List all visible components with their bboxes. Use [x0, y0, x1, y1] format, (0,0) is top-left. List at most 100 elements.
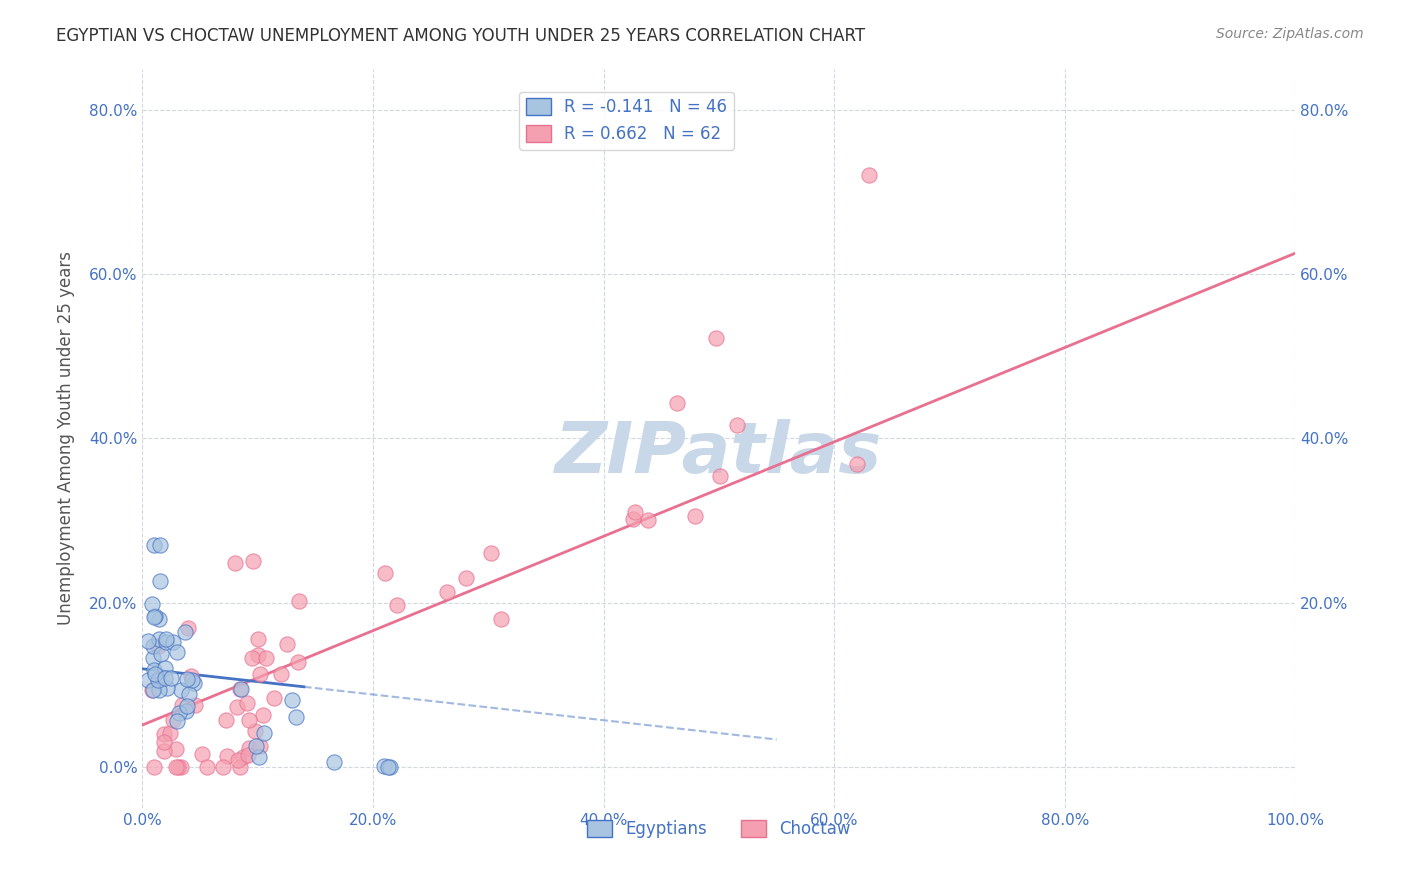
Point [170, 683, 193, 698]
Point [246, 648, 269, 663]
Point [155, 672, 177, 686]
Point [238, 713, 260, 727]
Point [169, 760, 191, 774]
Point [149, 647, 172, 661]
Point [195, 760, 218, 774]
Point [287, 594, 309, 608]
Point [176, 672, 198, 686]
Point [183, 675, 205, 690]
Point [160, 671, 183, 685]
Point [249, 667, 271, 681]
Text: ZIPatlas: ZIPatlas [555, 418, 883, 488]
Point [170, 698, 193, 713]
Point [190, 747, 212, 761]
Point [374, 566, 396, 581]
Point [323, 756, 346, 770]
Point [212, 760, 235, 774]
Point [380, 760, 402, 774]
Point [142, 682, 165, 697]
Point [149, 538, 172, 552]
Point [177, 687, 200, 701]
Point [226, 700, 249, 714]
Point [143, 609, 166, 624]
Text: Source: ZipAtlas.com: Source: ZipAtlas.com [1216, 27, 1364, 41]
Point [276, 637, 298, 651]
Point [162, 634, 184, 648]
Point [148, 612, 170, 626]
Point [253, 725, 276, 739]
Point [138, 673, 160, 688]
Point [228, 681, 250, 696]
Point [177, 621, 200, 635]
Point [165, 760, 187, 774]
Y-axis label: Unemployment Among Youth under 25 years: Unemployment Among Youth under 25 years [58, 252, 75, 625]
Point [270, 666, 292, 681]
Point [725, 417, 748, 432]
Point [489, 612, 512, 626]
Point [287, 655, 309, 669]
Point [709, 469, 731, 483]
Point [167, 706, 190, 720]
Point [706, 331, 728, 345]
Point [215, 748, 238, 763]
Point [136, 634, 159, 648]
Point [254, 651, 277, 665]
Point [232, 750, 254, 764]
Point [242, 554, 264, 568]
Point [142, 639, 165, 653]
Point [142, 650, 165, 665]
Point [683, 509, 706, 524]
Point [377, 760, 399, 774]
Point [152, 735, 174, 749]
Point [145, 609, 167, 624]
Point [621, 511, 644, 525]
Point [245, 739, 267, 753]
Point [215, 713, 238, 727]
Point [166, 714, 188, 729]
Point [143, 663, 166, 677]
Legend: Egyptians, Choctaw: Egyptians, Choctaw [581, 813, 858, 845]
Point [146, 673, 169, 687]
Point [281, 693, 304, 707]
Point [141, 683, 163, 698]
Point [226, 753, 249, 767]
Point [180, 669, 202, 683]
Point [148, 640, 170, 654]
Point [176, 698, 198, 713]
Point [224, 557, 246, 571]
Point [148, 632, 170, 646]
Point [145, 667, 167, 681]
Point [155, 632, 177, 647]
Point [149, 574, 172, 589]
Point [236, 696, 259, 710]
Point [174, 704, 197, 718]
Point [373, 759, 395, 773]
Point [184, 698, 207, 712]
Point [665, 396, 688, 410]
Point [249, 739, 271, 754]
Point [143, 538, 166, 552]
Point [846, 457, 869, 471]
Point [385, 598, 408, 612]
Point [238, 748, 260, 763]
Text: EGYPTIAN VS CHOCTAW UNEMPLOYMENT AMONG YOUTH UNDER 25 YEARS CORRELATION CHART: EGYPTIAN VS CHOCTAW UNEMPLOYMENT AMONG Y… [56, 27, 865, 45]
Point [246, 632, 269, 646]
Point [238, 740, 260, 755]
Point [285, 709, 308, 723]
Point [637, 512, 659, 526]
Point [252, 708, 274, 723]
Point [240, 651, 263, 665]
Point [162, 713, 184, 727]
Point [148, 672, 170, 686]
Point [153, 660, 176, 674]
Point [247, 750, 270, 764]
Point [229, 682, 252, 697]
Point [858, 169, 880, 183]
Point [155, 635, 177, 649]
Point [454, 571, 477, 585]
Point [624, 505, 647, 519]
Point [181, 673, 204, 687]
Point [165, 742, 187, 756]
Point [245, 724, 267, 739]
Point [167, 760, 190, 774]
